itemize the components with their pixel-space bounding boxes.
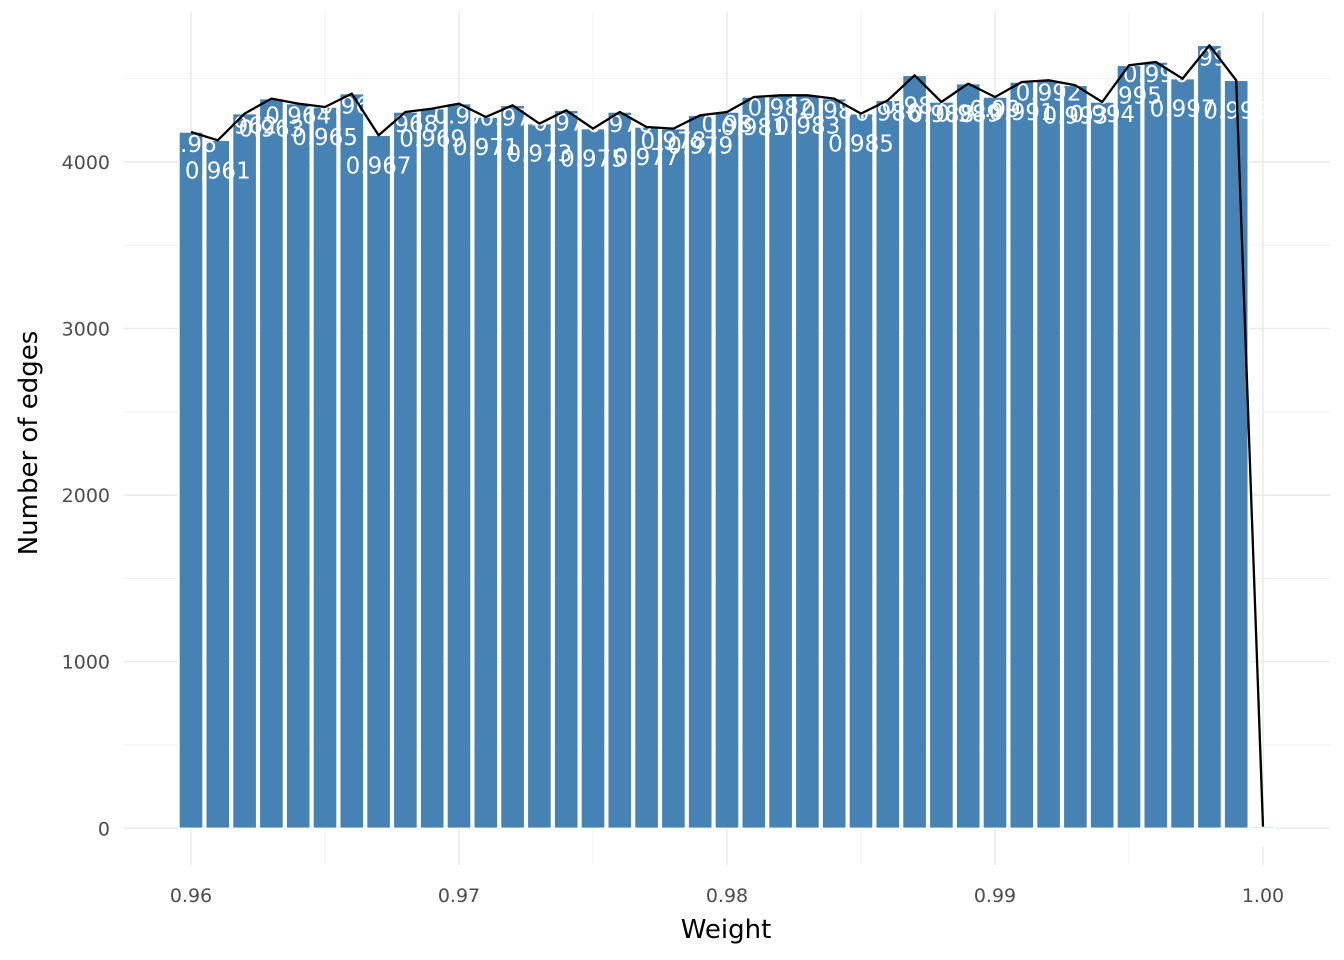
bar-value-label: 0.99 — [969, 97, 1020, 123]
series-line — [190, 44, 1265, 827]
bar — [687, 114, 714, 830]
bar — [1089, 101, 1116, 830]
bar-value-label: 0.97 — [433, 104, 484, 130]
y-tick-label: 2000 — [62, 485, 110, 507]
bar-value-label: 0.964 — [265, 104, 331, 130]
bar — [767, 94, 794, 830]
bar — [446, 102, 472, 830]
bar-value-label: 0.963 — [238, 117, 304, 143]
bar — [338, 92, 365, 830]
bar-value-label: 0.965 — [292, 125, 358, 151]
x-tick-label: 0.99 — [974, 885, 1016, 907]
bar — [553, 109, 580, 830]
bar — [955, 82, 982, 830]
x-axis-title: Weight — [681, 915, 772, 945]
bar-value-label: 0.977 — [614, 145, 680, 171]
bar-value-label: 0.975 — [560, 147, 626, 173]
bar-value-label: 0.968 — [372, 112, 438, 138]
bar — [982, 96, 1008, 830]
bar — [928, 101, 955, 830]
bar-value-label: 0.986 — [855, 100, 921, 126]
y-tick-label: 1000 — [62, 652, 110, 674]
bar-value-label: 0.981 — [721, 115, 787, 141]
bar — [231, 112, 258, 830]
bar — [1223, 79, 1250, 830]
bar — [714, 111, 740, 830]
y-tick-label: 4000 — [62, 152, 110, 174]
bar — [392, 111, 419, 830]
bar — [633, 126, 660, 830]
bar-value-label: 0.985 — [828, 132, 894, 158]
bar-value-label: 0.993 — [1042, 103, 1108, 129]
bar — [901, 74, 928, 830]
bar-value-label: 0.967 — [346, 153, 412, 179]
bar — [1169, 77, 1196, 830]
x-tick-label: 0.97 — [438, 885, 480, 907]
bar — [204, 139, 231, 830]
bar — [1142, 61, 1169, 830]
y-tick-label: 0 — [98, 818, 110, 840]
bar — [740, 96, 767, 830]
bar-value-label: 0.973 — [506, 142, 572, 168]
bar — [472, 116, 499, 830]
bar-value-label: 0.978 — [640, 129, 706, 155]
bar — [794, 94, 821, 830]
bar-value-label: 0.979 — [667, 133, 733, 159]
bar-value-label: 0.998 — [1176, 45, 1242, 71]
bar-value-label: 0.991 — [989, 100, 1055, 126]
bar-value-label: 0.966 — [319, 94, 385, 120]
bar-value-label: 0.972 — [480, 105, 546, 131]
bar-value-label: 0.971 — [453, 135, 519, 161]
x-tick-label: 0.96 — [170, 885, 212, 907]
bar — [848, 112, 874, 830]
x-axis-ticks: 0.96 0.97 0.98 0.99 1.00 — [170, 885, 1284, 907]
bar-value-label: 0.969 — [399, 127, 465, 153]
bar — [312, 106, 338, 830]
bar-value-label: 0.989 — [935, 102, 1001, 128]
y-axis-ticks: 0 1000 2000 3000 4000 — [62, 152, 110, 840]
bar — [1008, 81, 1035, 830]
bar — [606, 111, 633, 830]
bar — [1035, 79, 1062, 830]
bar — [821, 97, 848, 830]
x-tick-label: 0.98 — [706, 885, 748, 907]
bar — [1116, 64, 1142, 830]
bar-value-label: 0.983 — [774, 113, 840, 139]
bar-value-label: 0.961 — [185, 158, 251, 184]
bar — [285, 102, 312, 830]
bar — [1196, 44, 1223, 830]
bar — [660, 127, 687, 830]
bar — [499, 104, 526, 830]
bar-value-label: 1 — [1256, 827, 1271, 853]
bar-value-label: 0.997 — [1150, 97, 1216, 123]
bar — [874, 99, 901, 830]
bar-value-label: 0.974 — [533, 110, 599, 136]
bars — [178, 44, 1276, 830]
bar — [419, 107, 446, 830]
bar — [365, 134, 392, 830]
bar-value-label: 0.96 — [165, 132, 216, 158]
bar-value-label: 0.994 — [1069, 102, 1135, 128]
bar-value-label: 0.988 — [908, 102, 974, 128]
bar — [1062, 84, 1089, 830]
y-axis-title: Number of edges — [14, 331, 44, 556]
bar-value-label: 0.98 — [701, 112, 752, 138]
bar — [258, 97, 285, 830]
x-tick-label: 1.00 — [1242, 885, 1284, 907]
y-tick-label: 3000 — [62, 319, 110, 341]
bar-value-label: 0.982 — [748, 95, 814, 121]
bar — [580, 127, 606, 830]
bar — [178, 131, 204, 830]
bar — [526, 122, 553, 830]
